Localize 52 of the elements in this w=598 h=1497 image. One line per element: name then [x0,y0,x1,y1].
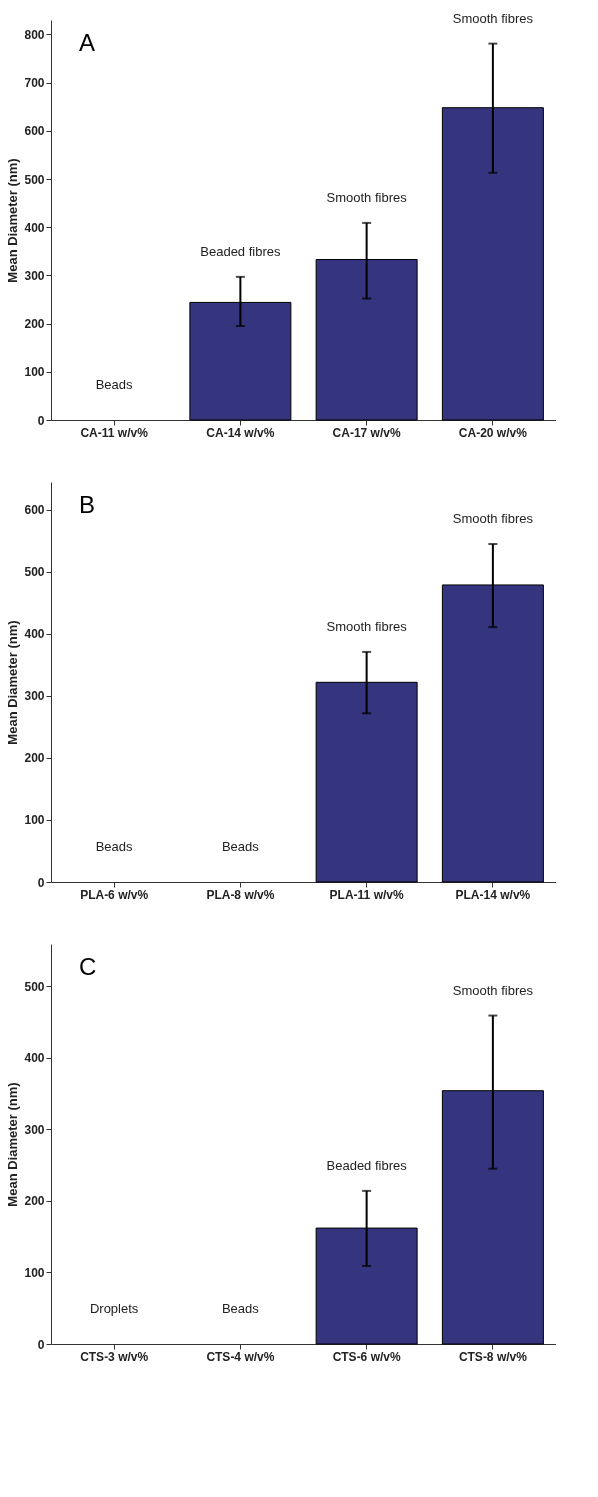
x-tick-label: CTS-8 w/v% [458,1349,528,1364]
annotation: Beads [221,839,260,854]
y-tick-label: 300 [24,1122,45,1137]
annotation: Beaded fibres [200,243,281,259]
annotation: Beads [95,377,134,392]
x-tick-label: CA-11 w/v% [80,425,149,440]
annotation: Smooth fibres [326,189,408,205]
y-tick-label: 300 [24,689,45,704]
y-tick-label: 600 [24,503,45,518]
y-tick-label: 200 [24,317,45,332]
annotation: Smooth fibres [326,618,408,634]
x-tick-label: CA-17 w/v% [332,425,401,440]
y-tick-label: 500 [24,565,45,580]
chart-title: C [79,953,97,980]
x-tick-label: PLA-6 w/v% [80,887,149,902]
y-tick-label: 400 [24,1051,45,1066]
x-tick-label: CA-20 w/v% [458,425,528,440]
y-tick-label: 200 [24,751,45,766]
y-tick-label: 0 [37,1337,45,1352]
annotation: Beaded fibres [326,1157,408,1173]
annotation: Smooth fibres [452,511,534,527]
annotation: Smooth fibres [452,982,534,998]
y-tick-label: 800 [24,27,45,42]
x-tick-label: CTS-6 w/v% [332,1349,401,1364]
chart-title: B [79,491,96,518]
y-tick-label: 700 [24,76,45,91]
y-tick-label: 500 [24,979,45,994]
annotation: Beads [221,1301,260,1316]
y-tick-label: 400 [24,627,45,642]
x-tick-label: PLA-8 w/v% [206,887,275,902]
y-tick-label: 400 [24,220,45,235]
chart-title: A [79,29,96,56]
y-axis-title: Mean Diameter (nm) [5,1082,21,1207]
x-tick-label: CTS-3 w/v% [80,1349,149,1364]
annotation: Droplets [89,1301,139,1316]
y-tick-label: 100 [24,1265,45,1280]
y-tick-label: 0 [37,875,45,890]
y-axis-title: Mean Diameter (nm) [5,620,21,745]
y-axis-title: Mean Diameter (nm) [5,158,21,283]
y-tick-label: 200 [24,1194,45,1209]
x-tick-label: CTS-4 w/v% [206,1349,275,1364]
y-tick-label: 0 [37,413,45,428]
y-tick-label: 600 [24,124,45,139]
y-tick-label: 100 [24,813,45,828]
x-tick-label: PLA-11 w/v% [329,887,404,902]
x-tick-label: CA-14 w/v% [206,425,275,440]
annotation: Smooth fibres [452,10,534,26]
annotation: Beads [95,839,134,854]
y-tick-label: 500 [24,172,45,187]
x-tick-label: PLA-14 w/v% [455,887,531,902]
y-tick-label: 300 [24,268,45,283]
y-tick-label: 100 [24,365,45,380]
